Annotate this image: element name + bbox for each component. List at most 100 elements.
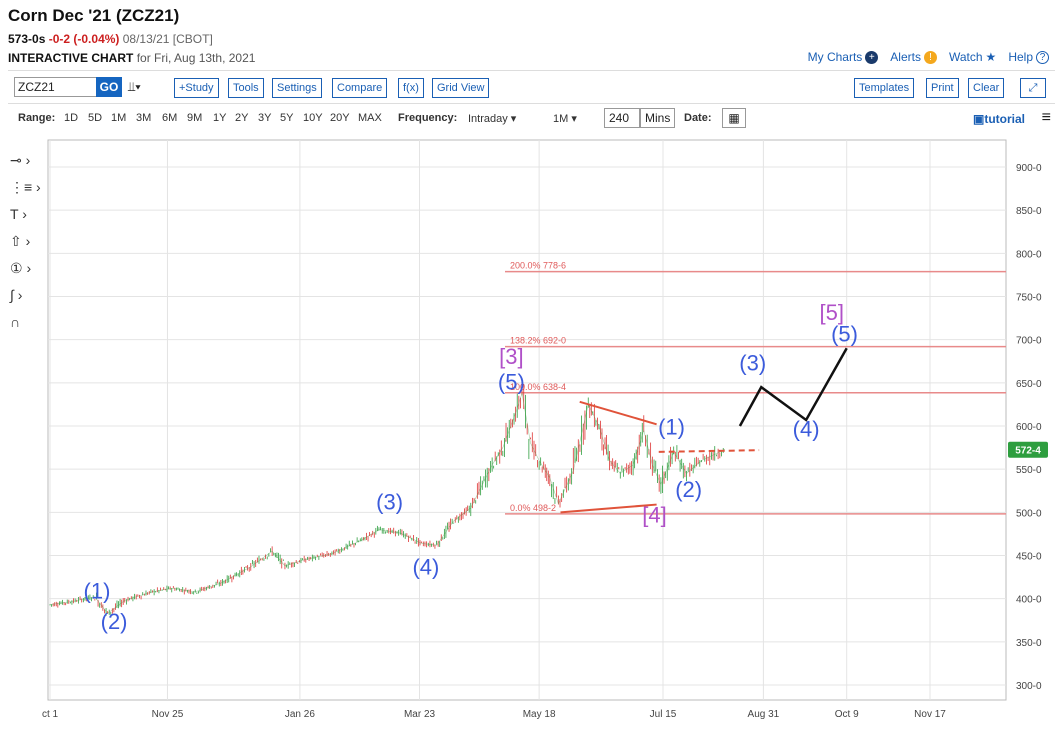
fib-label: 138.2% 692-0 — [510, 336, 566, 346]
grid-view-button[interactable]: Grid View — [432, 78, 490, 98]
axes: 300-0 350-0 400-0 450-0 500-0 550-0 600-0 650-0… — [42, 163, 1048, 720]
fib-label: 0.0% 498-2 — [510, 503, 556, 513]
line-tool-icon[interactable]: ⊸ › — [10, 152, 31, 168]
projection-path — [738, 347, 848, 427]
trendlines — [560, 400, 760, 514]
range-10y[interactable]: 10Y — [303, 112, 323, 124]
plus-circle-icon: + — [865, 51, 879, 65]
x-tick-label: Nov 17 — [914, 709, 946, 720]
expand-icon[interactable]: ⤢ — [1020, 78, 1046, 98]
templates-button[interactable]: Templates — [854, 78, 915, 98]
range-1y[interactable]: 1Y — [213, 112, 227, 124]
period-select[interactable]: 1M ▾ — [553, 113, 577, 125]
watch-link[interactable]: Watch ★ — [949, 50, 996, 64]
frequency-select[interactable]: Intraday ▾ — [468, 113, 517, 125]
wave-label-tool-icon[interactable]: ① › — [10, 260, 32, 276]
my-charts-label: My Charts — [807, 50, 863, 64]
menu-icon[interactable]: ≡ — [1041, 109, 1051, 126]
chart-date: for Fri, Aug 13th, 2021 — [136, 51, 256, 65]
range-3m[interactable]: 3M — [136, 112, 152, 124]
top-links: My Charts + Alerts! Watch ★ Help? — [807, 50, 1049, 65]
trendline — [560, 503, 657, 514]
y-tick-label: 800-0 — [1016, 249, 1042, 260]
minutes-input[interactable]: 240 — [604, 108, 640, 128]
alerts-label: Alerts — [890, 50, 921, 64]
study-button[interactable]: +Study — [174, 78, 219, 98]
star-icon: ★ — [985, 50, 997, 65]
wave-label: (2) — [101, 609, 128, 634]
go-button[interactable]: GO — [96, 77, 122, 97]
help-link[interactable]: Help? — [1008, 50, 1049, 65]
range-label: Range: — [18, 112, 56, 124]
settings-button[interactable]: Settings — [272, 78, 322, 98]
magnet-icon[interactable]: ∩ — [10, 314, 21, 330]
clear-button[interactable]: Clear — [968, 78, 1005, 98]
wave-label: [4] — [642, 503, 666, 528]
wave-label: (3) — [376, 490, 403, 515]
fib-label: 100.0% 638-4 — [510, 382, 566, 392]
last-price-tag — [1008, 441, 1048, 458]
text-tool-icon[interactable]: T › — [10, 206, 27, 222]
range-max[interactable]: MAX — [358, 112, 382, 124]
frequency-value: Intraday — [468, 113, 508, 125]
wave-label: (4) — [793, 416, 820, 441]
x-tick-label: Oct 9 — [835, 709, 859, 720]
wave-label: (5) — [831, 321, 858, 346]
x-tick-label: Jul 15 — [650, 709, 677, 720]
range-bar: Range: 1D 5D 1M 3M 6M 9M 1Y 2Y 3Y 5Y 10Y… — [8, 106, 1055, 132]
range-5y[interactable]: 5Y — [280, 112, 294, 124]
y-tick-label: 400-0 — [1016, 595, 1042, 606]
fib-tool-icon[interactable]: ⋮≡ › — [10, 179, 41, 195]
range-1m[interactable]: 1M — [111, 112, 127, 124]
fib-levels: 200.0% 778-6 138.2% 692-0 100.0% 638-4 0.0%… — [505, 261, 1006, 515]
dashed-level — [658, 449, 760, 453]
y-tick-label: 550-0 — [1016, 465, 1042, 476]
y-tick-label: 300-0 — [1016, 681, 1042, 692]
tutorial-label: tutorial — [984, 112, 1025, 126]
wave-label: [5] — [820, 300, 844, 325]
wave-label: (1) — [658, 415, 685, 440]
range-6m[interactable]: 6M — [162, 112, 178, 124]
price-line — [49, 393, 726, 614]
range-5d[interactable]: 5D — [88, 112, 103, 124]
date-label: Date: — [684, 112, 712, 124]
y-tick-label: 500-0 — [1016, 508, 1042, 519]
range-3y[interactable]: 3Y — [258, 112, 272, 124]
wave-label: (1) — [84, 579, 111, 604]
price-series — [49, 383, 726, 616]
y-tick-label: 350-0 — [1016, 638, 1042, 649]
chart-label: INTERACTIVE CHART — [8, 51, 134, 65]
compare-button[interactable]: Compare — [332, 78, 388, 98]
frequency-label: Frequency: — [398, 112, 458, 124]
wave-labels: (1)(2)(3)(4)[3](5)(1)(2)[4](3)(4)(5)[5] — [84, 300, 858, 634]
chart-title: Corn Dec '21 (ZCZ21) — [8, 6, 180, 25]
y-tick-label: 900-0 — [1016, 163, 1042, 174]
y-tick-label: 750-0 — [1016, 293, 1042, 304]
range-20y[interactable]: 20Y — [330, 112, 350, 124]
range-2y[interactable]: 2Y — [235, 112, 249, 124]
x-tick-label: Aug 31 — [748, 709, 780, 720]
wave-label: (4) — [412, 554, 439, 579]
print-button[interactable]: Print — [926, 78, 959, 98]
range-9m[interactable]: 9M — [187, 112, 203, 124]
help-label: Help — [1008, 50, 1033, 64]
tutorial-link[interactable]: ▣tutorial — [973, 112, 1025, 126]
trendline — [579, 400, 657, 426]
film-icon: ▣ — [972, 112, 985, 126]
arrow-tool-icon[interactable]: ⇧ › — [10, 233, 31, 249]
curve-tool-icon[interactable]: ∫ › — [10, 287, 23, 303]
chart-subtitle: INTERACTIVE CHART for Fri, Aug 13th, 202… — [8, 51, 255, 65]
calendar-icon[interactable]: ▦ — [722, 108, 746, 128]
x-tick-label: Jan 26 — [285, 709, 315, 720]
tools-button[interactable]: Tools — [228, 78, 264, 98]
fx-button[interactable]: f(x) — [398, 78, 424, 98]
quote-line: 573-0s -0-2 (-0.04%) 08/13/21 [CBOT] — [8, 32, 213, 46]
y-tick-label: 650-0 — [1016, 379, 1042, 390]
chart-type-icon[interactable]: ⫫▾ — [128, 79, 141, 94]
wave-label: (2) — [675, 477, 702, 502]
my-charts-link[interactable]: My Charts + — [807, 50, 879, 65]
range-1d[interactable]: 1D — [64, 112, 79, 124]
last-price-label: 572-4 — [1015, 446, 1041, 457]
alerts-link[interactable]: Alerts! — [890, 50, 937, 65]
